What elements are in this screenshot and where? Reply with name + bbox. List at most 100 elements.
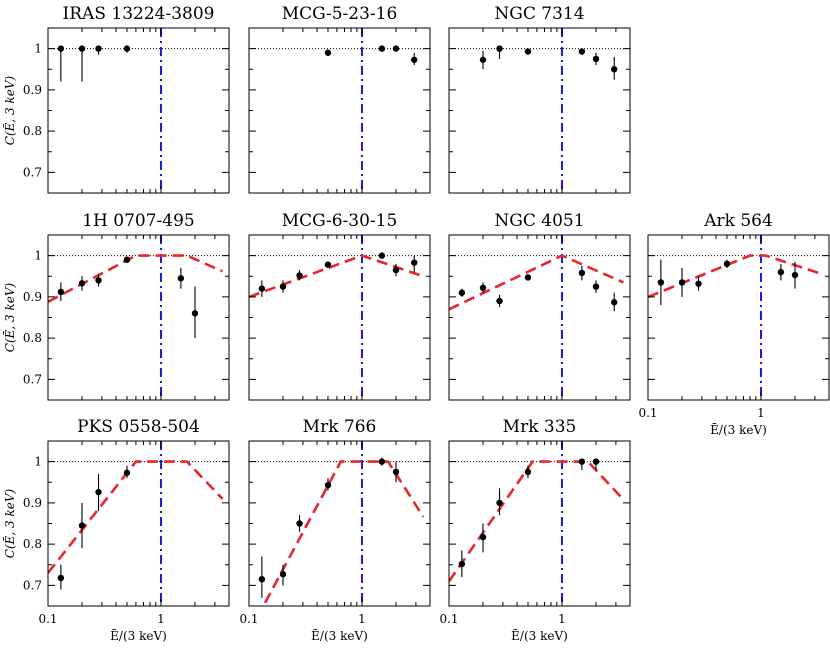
data-point: [496, 45, 503, 52]
panel: PKS 0558-504 0.7 0.8 0.9 1 C(Ē, 3 keV) 0.1 1 Ē/(…: [2, 417, 230, 643]
data-point: [479, 533, 487, 541]
y-tick-label: 0.8: [23, 331, 42, 345]
y-tick-label: 0.7: [23, 165, 42, 179]
data-point: [496, 499, 503, 507]
y-axis-label: C(Ē, 3 keV): [2, 282, 17, 352]
x-tick-label: 1: [157, 612, 165, 626]
model-line: [48, 460, 224, 574]
data-point: [95, 488, 102, 496]
data-point: [78, 280, 86, 287]
axes-frame: [448, 27, 631, 194]
y-tick-label: 0.7: [23, 372, 42, 386]
data-point: [57, 45, 65, 52]
panel: IRAS 13224-3809 0.7 0.8 0.9 1 C(Ē, 3 keV): [2, 4, 230, 194]
data-point: [78, 45, 86, 52]
y-tick-label: 1: [34, 42, 42, 56]
data-point: [324, 49, 332, 56]
data-point: [258, 575, 266, 583]
panel: NGC 4051: [448, 211, 631, 401]
y-tick-label: 0.7: [23, 578, 42, 592]
axes-frame: [448, 234, 631, 401]
panel-title: IRAS 13224-3809: [63, 4, 215, 24]
data-point: [392, 266, 400, 274]
data-point: [78, 522, 86, 529]
data-point: [411, 56, 418, 63]
panel-title: MCG-6-30-15: [282, 211, 398, 231]
data-point: [191, 310, 199, 317]
x-tick-label: 1: [757, 406, 765, 420]
data-point: [296, 272, 303, 279]
x-axis-label: Ē/(3 keV): [311, 628, 368, 643]
model-line: [449, 460, 625, 583]
data-point: [378, 45, 386, 52]
data-point: [524, 468, 532, 476]
axes-frame: [47, 234, 230, 401]
data-point: [678, 279, 686, 286]
data-point: [496, 297, 503, 305]
data-point: [524, 48, 532, 55]
panel: MCG-5-23-16: [248, 4, 431, 194]
data-point: [524, 274, 532, 281]
axes-frame: [47, 27, 230, 194]
x-axis-label: Ē/(3 keV): [710, 422, 767, 437]
data-point: [791, 271, 799, 279]
data-point: [324, 481, 332, 489]
data-point: [258, 285, 266, 292]
data-point: [296, 520, 303, 527]
model-line: [261, 460, 425, 606]
axes-frame: [248, 27, 431, 194]
x-tick-label: 0.1: [38, 612, 57, 626]
data-point: [458, 560, 466, 568]
axes-frame: [248, 234, 431, 401]
panel: NGC 7314: [448, 4, 631, 194]
data-point: [378, 252, 386, 259]
y-tick-label: 0.9: [23, 290, 42, 304]
axes-frame: [47, 440, 230, 607]
data-point: [657, 279, 665, 286]
data-point: [123, 469, 131, 476]
data-point: [723, 260, 731, 268]
data-point: [592, 458, 600, 465]
y-tick-label: 0.9: [23, 496, 42, 510]
data-point: [378, 458, 386, 465]
data-point: [279, 283, 287, 290]
data-point: [123, 256, 131, 263]
y-tick-label: 0.9: [23, 83, 42, 97]
data-point: [324, 261, 332, 268]
panel: MCG-6-30-15: [248, 211, 431, 401]
panel-title: MCG-5-23-16: [282, 4, 398, 24]
data-point: [57, 574, 65, 582]
x-tick-label: 1: [358, 612, 366, 626]
model-line: [249, 254, 424, 299]
panel-title: Ark 564: [703, 211, 773, 231]
y-axis-label: C(Ē, 3 keV): [2, 75, 17, 145]
data-point: [777, 268, 785, 276]
y-axis-label: C(Ē, 3 keV): [2, 488, 17, 558]
panel-title: 1H 0707-495: [82, 211, 195, 231]
data-point: [695, 280, 702, 287]
data-point: [411, 259, 418, 266]
data-point: [592, 283, 600, 290]
data-point: [392, 468, 400, 476]
data-point: [279, 571, 287, 578]
x-axis-label: Ē/(3 keV): [511, 628, 568, 643]
data-point: [479, 284, 487, 291]
data-point: [592, 55, 600, 63]
data-point: [177, 275, 185, 282]
panel: Mrk 335 0.1 1 Ē/(3 keV): [439, 417, 631, 643]
x-tick-label: 1: [558, 612, 566, 626]
x-axis-label: Ē/(3 keV): [110, 628, 167, 643]
panel: Mrk 766 0.1 1 Ē/(3 keV): [239, 417, 431, 643]
axes-frame: [647, 234, 830, 401]
panel: 1H 0707-495 0.7 0.8 0.9 1 C(Ē, 3 keV): [2, 211, 230, 401]
x-tick-label: 0.1: [239, 612, 258, 626]
y-tick-label: 0.8: [23, 537, 42, 551]
data-point: [578, 269, 586, 277]
y-tick-label: 1: [34, 455, 42, 469]
panel-title: NGC 4051: [494, 211, 584, 231]
data-point: [479, 56, 487, 63]
x-tick-label: 0.1: [439, 612, 458, 626]
data-point: [458, 289, 466, 296]
data-point: [95, 45, 102, 52]
data-point: [578, 48, 586, 55]
